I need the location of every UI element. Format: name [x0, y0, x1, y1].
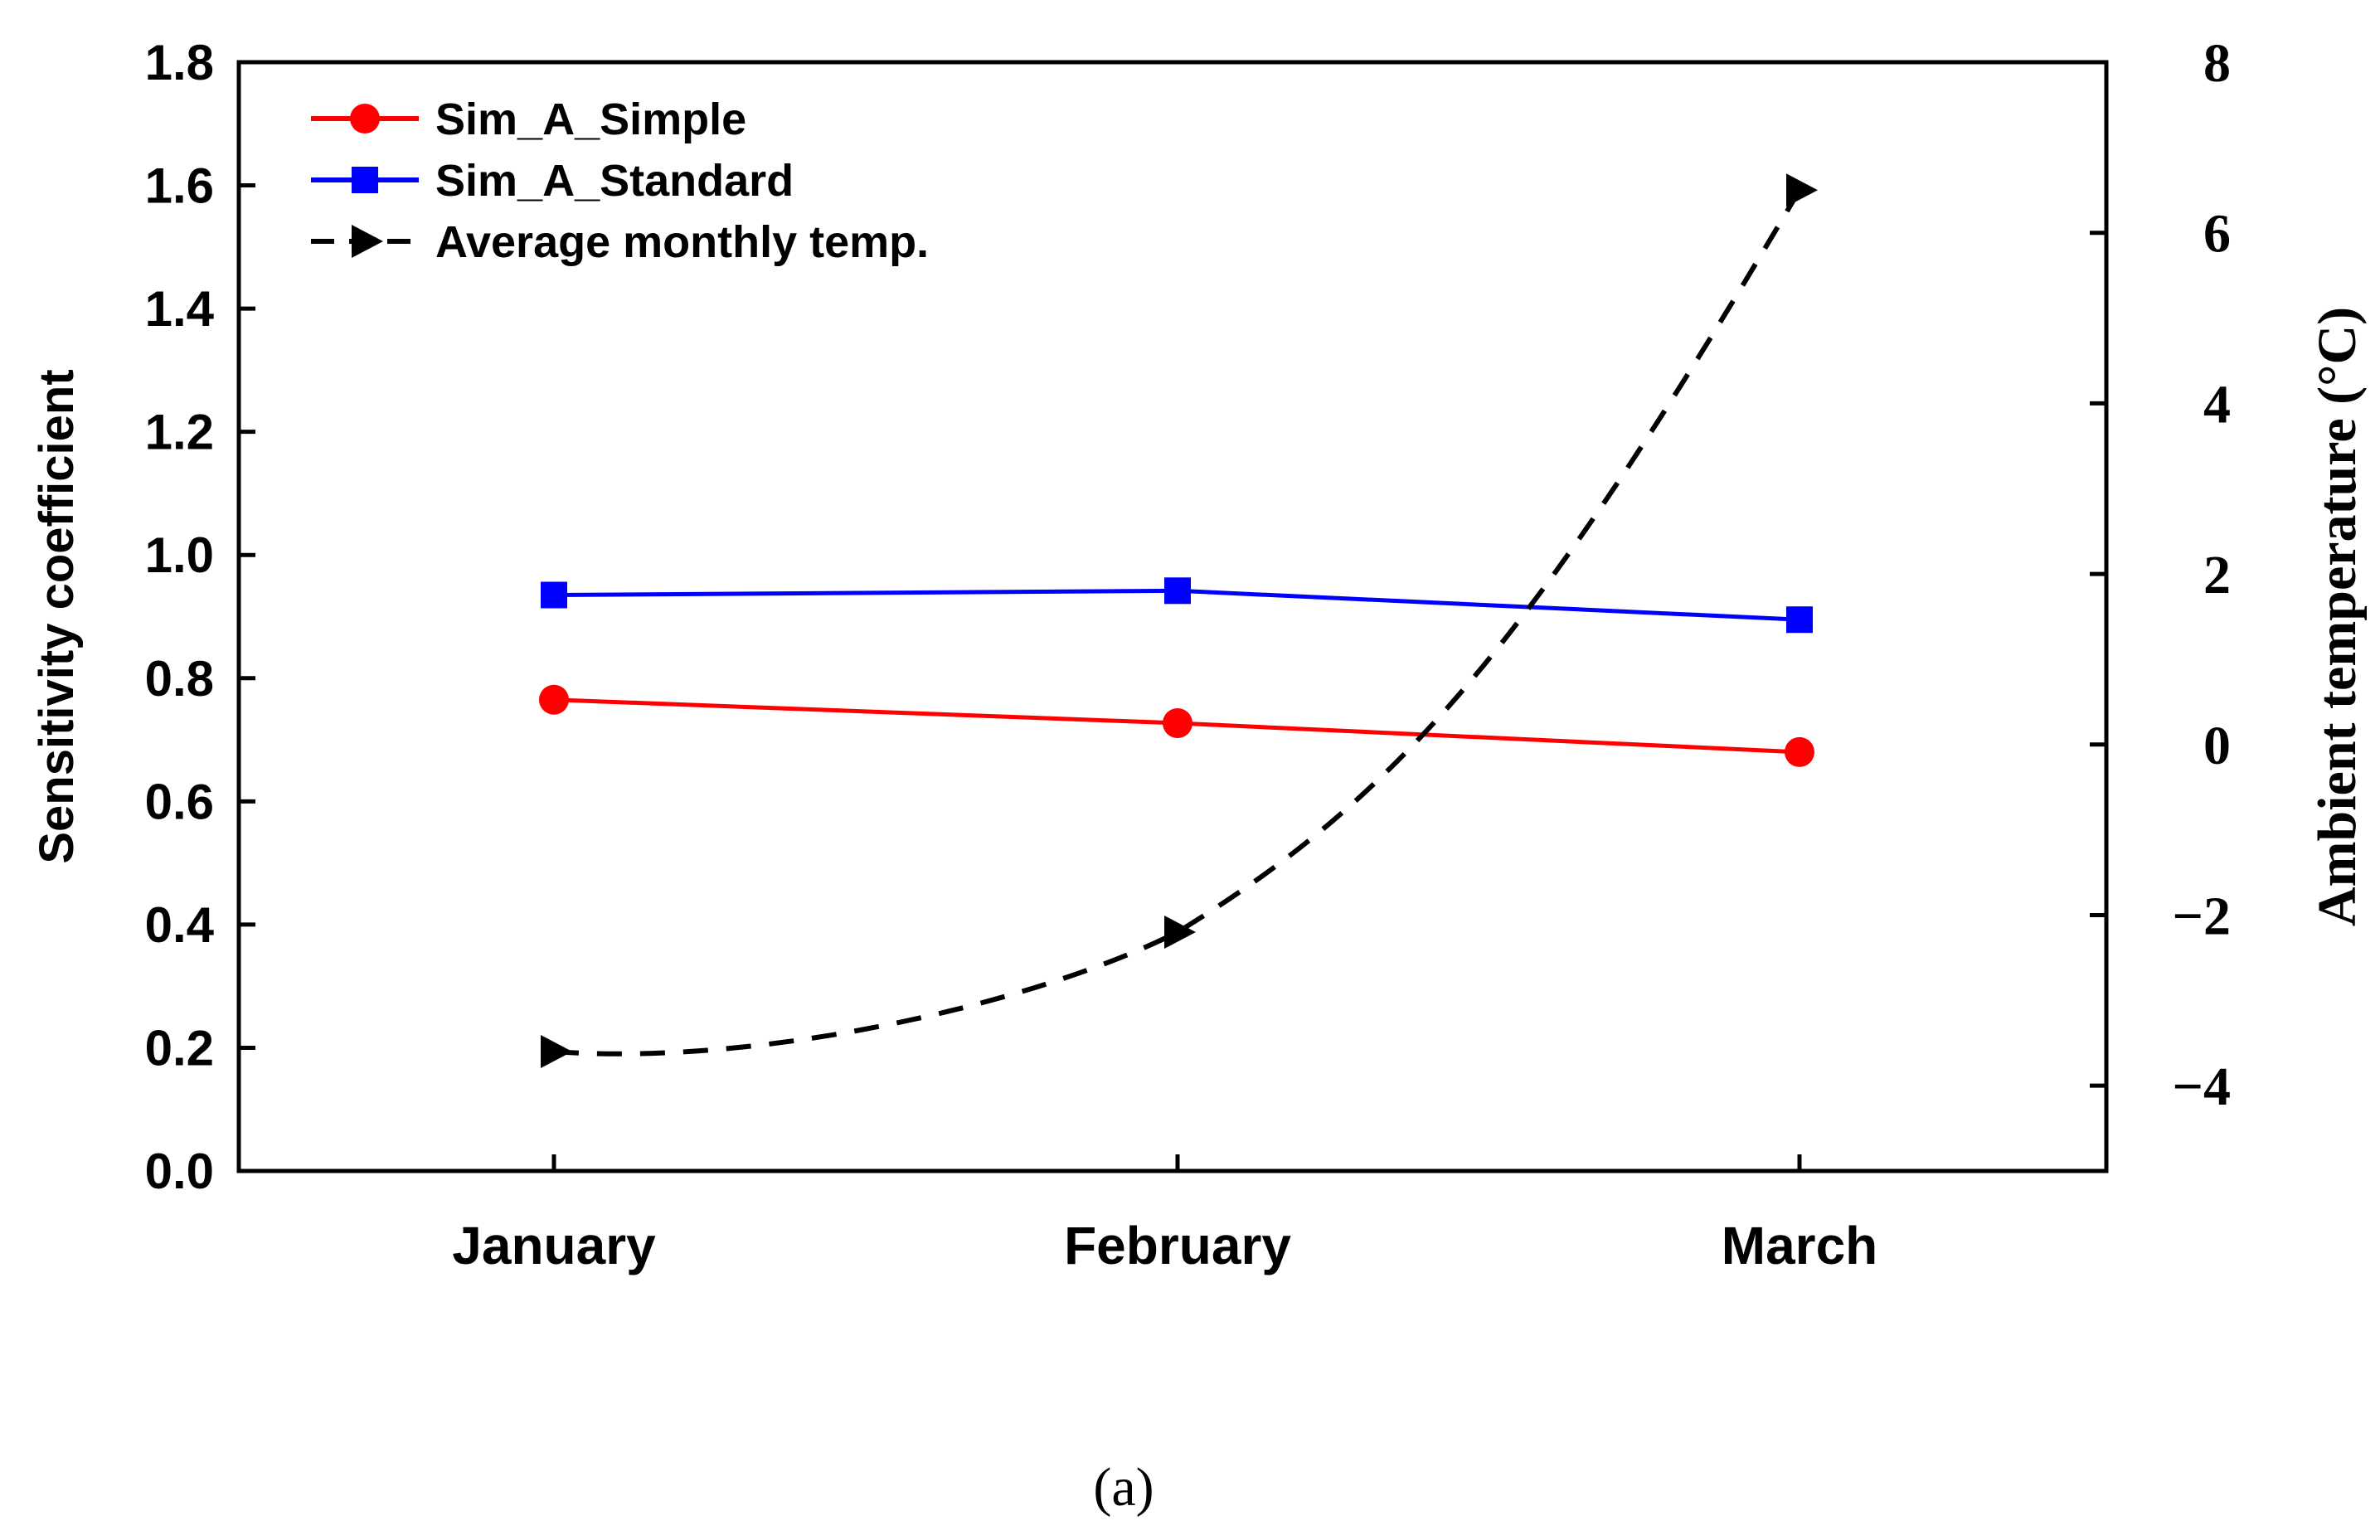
- x-tick-label: March: [1722, 1216, 1878, 1275]
- y-axis-right-label: Ambient temperature (°C): [2307, 307, 2368, 926]
- legend-item: Sim_A_Standard: [311, 156, 794, 206]
- legend-marker: [352, 167, 378, 193]
- y-right-tick-label: 8: [2203, 33, 2231, 94]
- data-point: [1786, 173, 1818, 207]
- series-Sim_A_Simple: [539, 684, 1814, 767]
- legend-item: Average monthly temp.: [311, 217, 929, 267]
- axes: [236, 60, 2109, 1173]
- y-left-tick-label: 1.8: [145, 35, 214, 90]
- data-point: [541, 581, 567, 609]
- y-axis-left-label: Sensitivity coefficient: [30, 369, 84, 863]
- y-left-tick-label: 1.0: [145, 527, 214, 583]
- y-right-tick-label: −4: [2172, 1057, 2231, 1117]
- x-tick-label: February: [1064, 1216, 1291, 1275]
- legend-item: Sim_A_Simple: [311, 95, 746, 144]
- y-left-tick-label: 0.0: [145, 1144, 214, 1199]
- data-point: [1786, 606, 1813, 634]
- ticks: 0.0 0.2 0.4 0.6 0.8 1.0 1.2 1.4 1.6 1.8 −4 −2 0 2 4 6 8 J…: [145, 33, 2231, 1275]
- y-right-tick-label: 2: [2203, 545, 2231, 605]
- series-Average monthly temp.: [541, 173, 1818, 1069]
- legend-label: Sim_A_Standard: [435, 156, 794, 206]
- data-point: [541, 1035, 572, 1069]
- figure-caption: (a): [1093, 1457, 1154, 1518]
- data-point: [1164, 577, 1191, 605]
- y-right-tick-label: 4: [2203, 374, 2231, 435]
- series-Sim_A_Standard: [541, 577, 1813, 634]
- y-left-tick-label: 0.6: [145, 774, 214, 829]
- y-right-tick-label: −2: [2172, 886, 2231, 946]
- y-left-tick-label: 0.8: [145, 651, 214, 707]
- legend-label: Average monthly temp.: [435, 217, 929, 267]
- data-point: [1163, 708, 1192, 739]
- y-right-tick-label: 6: [2203, 204, 2231, 265]
- plot-frame: [236, 60, 2109, 1173]
- legend-label: Sim_A_Simple: [435, 95, 746, 144]
- data-point: [1785, 736, 1814, 767]
- data-point: [539, 684, 569, 715]
- y-left-tick-label: 0.4: [145, 897, 215, 953]
- y-right-tick-label: 0: [2203, 716, 2231, 776]
- y-left-tick-label: 1.4: [145, 281, 215, 337]
- legend-marker: [350, 104, 380, 134]
- series: [539, 173, 1818, 1069]
- legend-marker: [352, 225, 383, 258]
- y-left-tick-label: 1.2: [145, 405, 214, 460]
- series-line: [553, 188, 1802, 1057]
- legend: Sim_A_Simple Sim_A_Standard Average monthl…: [311, 95, 929, 267]
- y-left-tick-label: 0.2: [145, 1020, 214, 1076]
- data-point: [1164, 916, 1196, 950]
- x-tick-label: January: [452, 1216, 656, 1275]
- y-left-tick-label: 1.6: [145, 158, 214, 214]
